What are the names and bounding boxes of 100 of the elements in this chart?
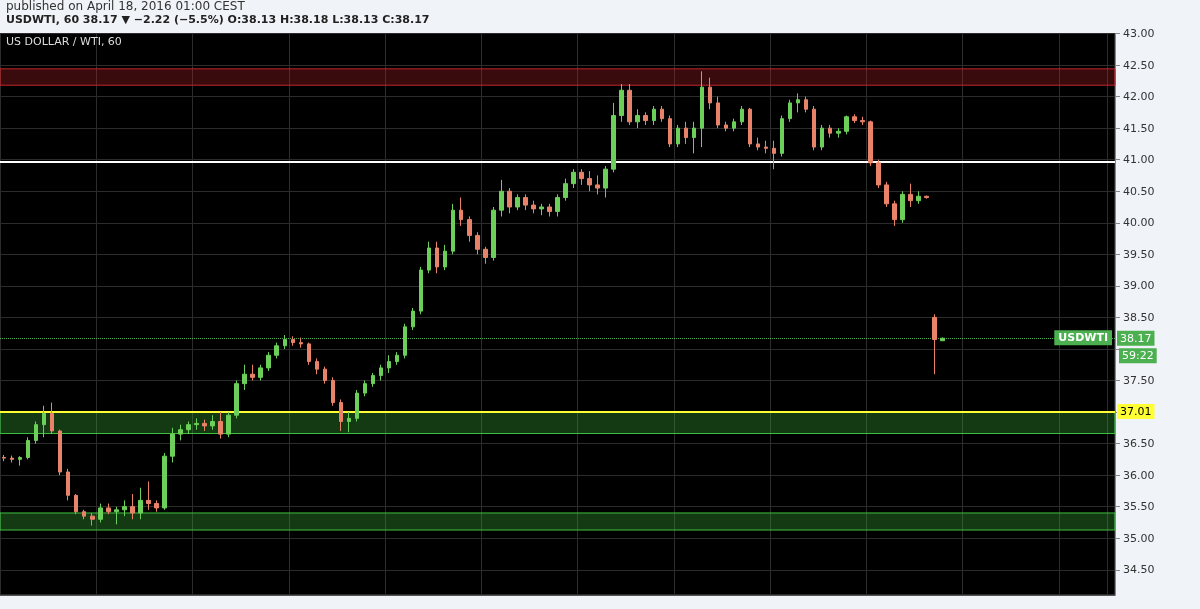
candlestick: [571, 168, 576, 189]
y-tick-label: 36.00: [1123, 468, 1155, 482]
candlestick: [595, 174, 600, 195]
candlestick: [652, 105, 656, 126]
y-tick-label: 42.50: [1123, 58, 1155, 72]
text: 59:22: [1122, 349, 1154, 363]
candlestick: [411, 307, 415, 331]
candlestick: [684, 121, 688, 145]
chart-title: published on April 18, 2016 01:00 CEST: [6, 0, 246, 13]
candlestick: [539, 203, 544, 216]
candlestick: [42, 405, 46, 438]
candlestick: [780, 115, 784, 158]
candlestick: [10, 455, 14, 464]
candlestick: [34, 421, 38, 445]
candlestick: [643, 111, 648, 126]
candlestick: [587, 170, 592, 192]
candlestick: [98, 503, 103, 523]
candlestick: [732, 118, 736, 132]
candlestick: [700, 70, 704, 148]
candlestick: [515, 193, 520, 211]
candlestick: [828, 124, 832, 139]
candlestick: [483, 246, 488, 265]
candlestick: [868, 120, 873, 167]
candlestick: [740, 105, 744, 126]
candlestick: [619, 83, 624, 123]
candlestick: [258, 364, 263, 381]
candlestick: [459, 197, 463, 227]
candlestick: [531, 200, 536, 214]
candlestick: [427, 241, 431, 274]
candlestick: [323, 366, 327, 385]
candlestick: [491, 206, 496, 262]
y-tick-label: 38.50: [1123, 310, 1155, 324]
candlestick: [812, 105, 816, 151]
candlestick: [579, 168, 584, 186]
candlestick: [307, 342, 311, 366]
candlestick: [756, 137, 760, 151]
candlestick: [692, 121, 696, 154]
y-tick-label: 35.00: [1123, 531, 1155, 545]
candlestick: [26, 436, 30, 460]
candlestick: [162, 452, 167, 511]
candlestick: [611, 102, 616, 173]
y-tick-label: 37.50: [1123, 373, 1155, 387]
candlestick: [315, 357, 319, 375]
candlestick: [58, 429, 62, 476]
candlestick: [844, 115, 849, 135]
candlestick: [122, 499, 127, 517]
candlestick: [724, 121, 728, 132]
candlestick: [210, 414, 215, 431]
candlestick: [82, 509, 86, 520]
ref-line-label: 37.01: [1120, 404, 1152, 418]
candlestick: [283, 334, 287, 350]
chart-subtitle: USDWTI, 60 38.17 ▼ −2.22 (−5.5%) O:38.13 H:38.18 L:38.13 C:38.17: [6, 13, 431, 27]
candlestick: [291, 335, 295, 347]
candlestick: [114, 506, 119, 525]
y-tick-label: 36.50: [1123, 437, 1155, 451]
y-tick-label: 40.00: [1123, 216, 1155, 230]
y-tick-label: 34.50: [1123, 563, 1155, 577]
candlestick: [90, 512, 95, 527]
annotation: US DOLLAR / WTI, 60: [6, 35, 122, 48]
candlestick: [716, 96, 720, 129]
candlestick: [788, 99, 792, 123]
candlestick: [892, 200, 897, 227]
candlestick: [242, 364, 247, 391]
y-tick-label: 39.00: [1123, 279, 1155, 293]
candlestick: [916, 190, 921, 205]
candlestick: [419, 266, 423, 315]
candlestick: [387, 354, 391, 374]
candlestick: [250, 364, 255, 381]
annotation: USDWTI: [1058, 331, 1108, 345]
candlestick: [435, 241, 439, 274]
candlestick: [154, 499, 159, 513]
candlestick: [668, 115, 672, 148]
candlestick: [170, 427, 175, 464]
candlestick: [130, 493, 135, 520]
candlestick: [218, 411, 223, 440]
candlestick: [860, 116, 865, 126]
candlestick: [347, 411, 351, 433]
candlestick: [475, 231, 480, 255]
candlestick: [676, 124, 680, 148]
candlestick: [772, 140, 776, 170]
candlestick: [403, 323, 407, 359]
candlestick: [796, 92, 800, 113]
candlestick: [106, 503, 111, 515]
candlestick: [395, 351, 399, 366]
candlestick: [660, 105, 664, 123]
candlestick: [194, 417, 199, 431]
candlestick: [186, 421, 191, 435]
candlestick: [355, 389, 359, 422]
candlestick: [876, 159, 881, 189]
candlestick: [804, 96, 808, 113]
candlestick: [331, 376, 335, 407]
candlestick: [2, 454, 6, 462]
candlestick: [18, 455, 22, 467]
candlestick: [635, 108, 640, 129]
y-tick-label: 39.50: [1123, 247, 1155, 261]
candlestick: [379, 364, 383, 381]
candlestick: [74, 493, 78, 515]
candlestick: [266, 351, 271, 372]
candlestick: [66, 468, 70, 501]
y-tick-label: 43.00: [1123, 27, 1155, 40]
